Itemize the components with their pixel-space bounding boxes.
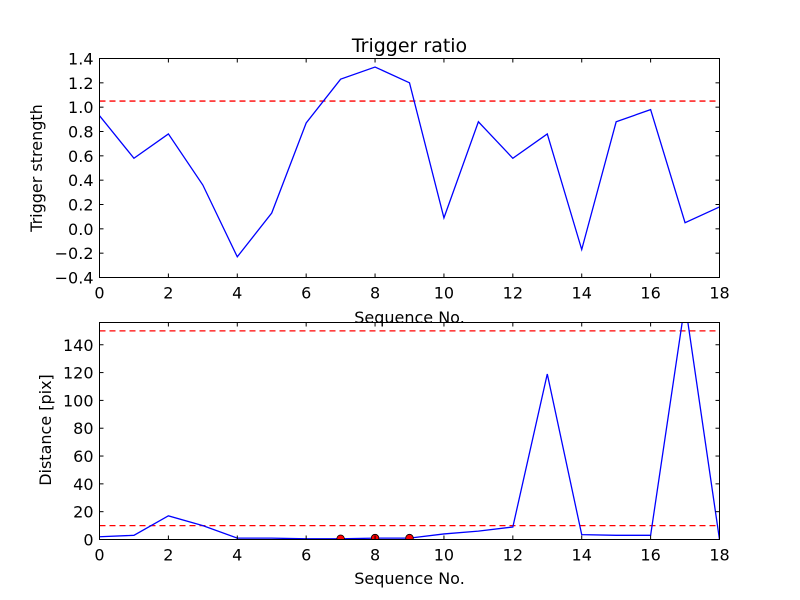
axes-frame-distance [99, 322, 720, 540]
x-tick-label: 12 [503, 284, 523, 303]
x-tick-label: 0 [94, 546, 104, 565]
x-tick-label: 16 [640, 546, 660, 565]
x-tick-label: 0 [94, 284, 104, 303]
y-tick-label: 1.2 [68, 74, 93, 93]
y-tick-label: 0.8 [68, 123, 93, 142]
data-point-marker [336, 534, 345, 540]
clipped-plot [99, 322, 720, 540]
ticks-trigger: 0 2 4 6 8 10 12 14 16 18 −0.4 −0.2 0.0 0.2 0.4 0.6 0.8 1.… [55, 50, 730, 303]
y-tick-label: 0.6 [68, 147, 93, 166]
series-line [99, 66, 720, 259]
y-tick-label: 1.0 [68, 98, 93, 117]
x-axis-label: Sequence No. [354, 308, 465, 327]
x-tick-label: 14 [572, 284, 592, 303]
plot-area-distance [99, 322, 720, 540]
x-tick-label: 14 [572, 546, 592, 565]
x-tick-label: 8 [370, 284, 380, 303]
x-tick-label: 16 [640, 284, 660, 303]
chart-distance: 0 2 4 6 8 10 12 14 16 18 0 20 40 60 80 100 120 140 Sequen… [36, 322, 730, 588]
chart-title: Trigger ratio [351, 35, 467, 57]
x-axis-label: Sequence No. [354, 569, 465, 588]
data-point-marker [405, 533, 414, 540]
y-tick-label: 20 [73, 503, 93, 522]
y-tick-label: −0.2 [55, 244, 94, 263]
y-tick-label: 40 [73, 475, 93, 494]
x-tick-label: 6 [301, 284, 311, 303]
clipped-plot [99, 66, 720, 259]
y-tick-label: 1.4 [68, 50, 93, 69]
x-tick-label: 4 [232, 546, 242, 565]
y-tick-label: 80 [73, 419, 93, 438]
y-tick-label: 140 [63, 336, 94, 355]
x-tick-label: 18 [709, 284, 729, 303]
y-tick-label: −0.4 [55, 269, 94, 288]
y-tick-label: 0.4 [68, 171, 93, 190]
plot-area-trigger [99, 66, 720, 259]
y-axis-label: Trigger strength [27, 104, 46, 233]
x-tick-label: 10 [434, 284, 454, 303]
ticks-distance: 0 2 4 6 8 10 12 14 16 18 0 20 40 60 80 100 120 140 [63, 322, 730, 565]
x-tick-label: 2 [163, 546, 173, 565]
y-tick-label: 100 [63, 391, 94, 410]
x-tick-label: 6 [301, 546, 311, 565]
x-tick-label: 2 [163, 284, 173, 303]
y-tick-label: 120 [63, 364, 94, 383]
x-tick-label: 18 [709, 546, 729, 565]
x-tick-label: 4 [232, 284, 242, 303]
x-tick-label: 8 [370, 546, 380, 565]
y-tick-label: 0.0 [68, 220, 93, 239]
y-tick-label: 0.2 [68, 196, 93, 215]
x-tick-label: 10 [434, 546, 454, 565]
y-tick-label: 60 [73, 447, 93, 466]
axes-frame-trigger [99, 58, 720, 278]
y-tick-label: 0 [83, 531, 93, 550]
x-tick-label: 12 [503, 546, 523, 565]
y-axis-label: Distance [pix] [36, 374, 55, 486]
